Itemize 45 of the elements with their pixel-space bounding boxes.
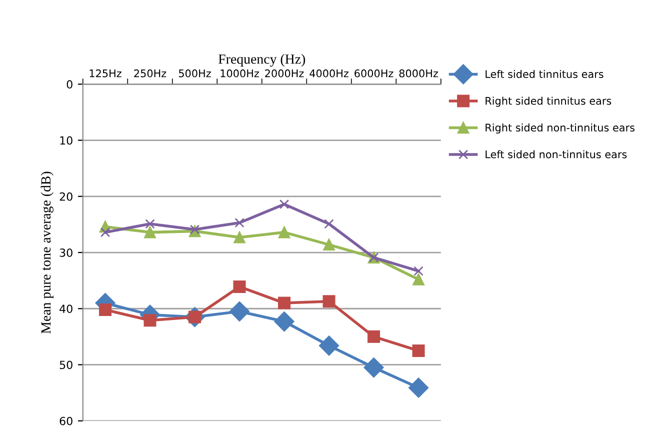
point [190,224,200,234]
x-tick-label: 2000Hz [265,69,304,78]
legend-label: Right sided tinnitus ears [486,96,612,107]
x-tick-label: 1000Hz [220,69,259,78]
point [144,314,156,327]
point [408,378,429,398]
legend-label: Left sided non-tinnitus ears [486,150,627,158]
x-axis-title: Frequency (Hz) [218,54,306,67]
y-tick-label: 50 [60,360,72,370]
point [368,330,380,343]
point [278,296,291,310]
point [274,312,294,332]
point [318,336,340,356]
y-tick-label: 30 [60,248,72,257]
point [234,231,246,244]
x-tick-label: 6000Hz [354,69,394,78]
point [278,226,290,238]
x-tick-label: 250Hz [134,69,166,78]
legend-label: Left sided tinnitus ears [486,70,604,78]
point [324,219,334,229]
point [323,238,335,251]
point [229,301,250,322]
point [145,219,155,229]
y-tick-label: 10 [60,136,72,145]
y-tick-label: 0 [66,80,72,89]
point [414,266,424,276]
point [99,303,112,316]
point [412,274,424,286]
point [322,295,336,308]
x-tick-label: 125Hz [90,69,122,78]
y-axis-title: Mean pure tone average (dB) [40,172,54,334]
point [412,344,425,357]
point [233,280,246,293]
x-tick-label: 4000Hz [310,69,348,78]
point [364,358,384,378]
legend-label: Right sided non-tinnitus ears [486,123,634,134]
point [144,226,156,238]
point [100,227,110,238]
x-tick-label: 500Hz [178,69,211,78]
point [279,199,290,210]
x-tick-label: 8000Hz [399,69,438,78]
point [234,218,244,228]
y-tick-label: 20 [60,192,72,201]
y-tick-label: 40 [60,304,72,314]
y-tick-label: 60 [60,416,72,426]
